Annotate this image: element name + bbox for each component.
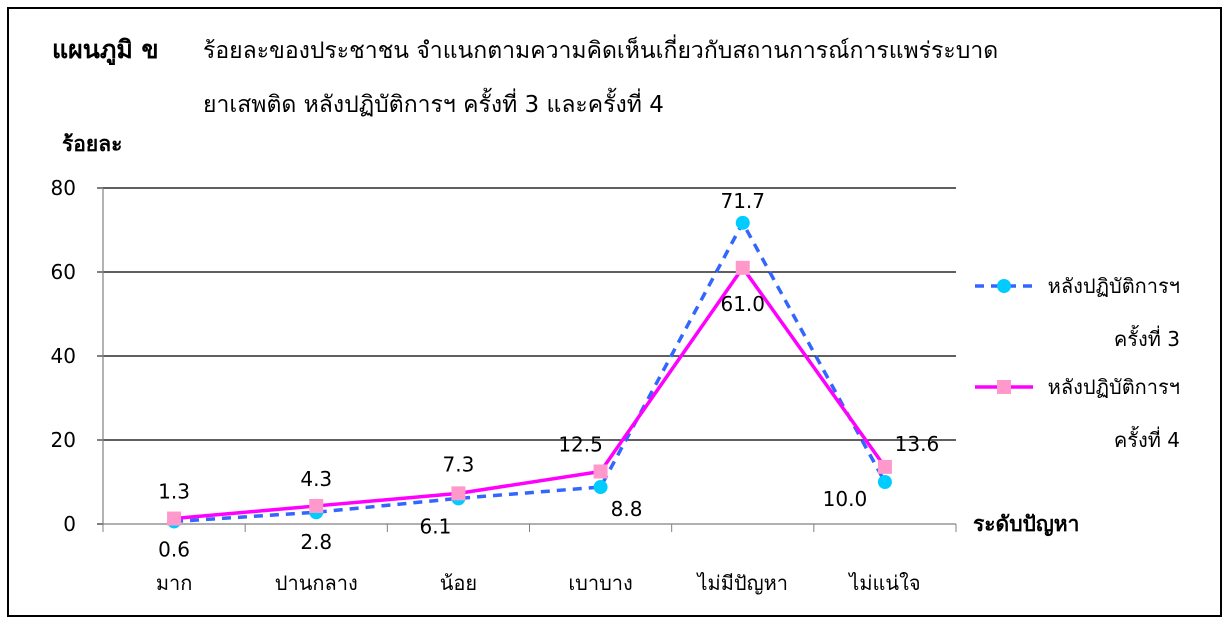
x-axis-title: ระดับปัญหา xyxy=(973,512,1079,537)
y-tick-label: 80 xyxy=(51,176,76,200)
data-labels: 0.6 2.8 6.1 8.8 71.7 10.0 1.3 4.3 7.3 12.5 61.0 13.… xyxy=(158,189,939,562)
series-2-data-label: 13.6 xyxy=(895,432,940,456)
legend-label-2-line2: ครั้งที่ 4 xyxy=(1114,426,1180,452)
x-tick-label: ไม่แน่ใจ xyxy=(847,571,920,595)
legend-label-2-line1: หลังปฏิบัติการฯ xyxy=(1048,375,1180,399)
series-2-data-label: 61.0 xyxy=(720,292,765,316)
series-1-data-label: 6.1 xyxy=(420,514,452,538)
series-2-point xyxy=(593,464,608,479)
series-1-data-label: 8.8 xyxy=(611,497,643,521)
y-tick-label: 20 xyxy=(51,428,76,452)
x-tick-label: ปานกลาง xyxy=(275,571,358,595)
y-tick-label: 60 xyxy=(51,260,76,284)
chart-title-line2: ยาเสพติด หลังปฏิบัติการฯ ครั้งที่ 3 และค… xyxy=(203,88,664,118)
series-line-2 xyxy=(173,264,887,521)
axes: 0 20 40 60 80 มาก ปานกลาง น้อย เบาบาง ไม่มีปัญหา ไ… xyxy=(51,176,957,595)
series-2-data-label: 7.3 xyxy=(443,452,475,476)
series-2-data-label: 4.3 xyxy=(300,467,332,491)
series-line-1 xyxy=(173,219,887,524)
series-2-point xyxy=(309,498,324,513)
series-1-point xyxy=(877,475,892,489)
x-tick-label: เบาบาง xyxy=(568,571,632,595)
series-1-data-label: 10.0 xyxy=(823,487,868,511)
legend-marker-1 xyxy=(997,279,1011,293)
x-tick-label: น้อย xyxy=(440,571,477,595)
legend-label-1-line1: หลังปฏิบัติการฯ xyxy=(1048,274,1180,298)
gridlines xyxy=(103,187,956,441)
series-2-point xyxy=(167,511,182,526)
series-1-data-label: 2.8 xyxy=(300,530,332,554)
series-1-data-label: 71.7 xyxy=(720,189,765,213)
x-tick-label: ไม่มีปัญหา xyxy=(695,571,788,595)
series-1-point xyxy=(593,480,608,495)
series-layer xyxy=(167,215,892,529)
series-2-data-label: 1.3 xyxy=(158,480,190,504)
series-2-data-label: 12.5 xyxy=(558,433,603,457)
series-2-point xyxy=(451,486,466,501)
y-tick-label: 40 xyxy=(51,344,76,368)
chart-title-label: แผนภูมิ ข xyxy=(52,35,159,66)
y-axis-title: ร้อยละ xyxy=(62,132,122,156)
series-2-point xyxy=(877,459,892,474)
chart-title-line1: ร้อยละของประชาชน จำแนกตามความคิดเห็นเกี่… xyxy=(203,34,998,64)
y-tick-label: 0 xyxy=(63,512,76,536)
legend-marker-2 xyxy=(997,380,1011,394)
series-1-data-label: 0.6 xyxy=(158,537,190,561)
legend-label-1-line2: ครั้งที่ 3 xyxy=(1114,325,1180,351)
series-1-point xyxy=(735,215,750,230)
x-tick-label: มาก xyxy=(156,571,193,595)
series-2-point xyxy=(735,260,750,275)
